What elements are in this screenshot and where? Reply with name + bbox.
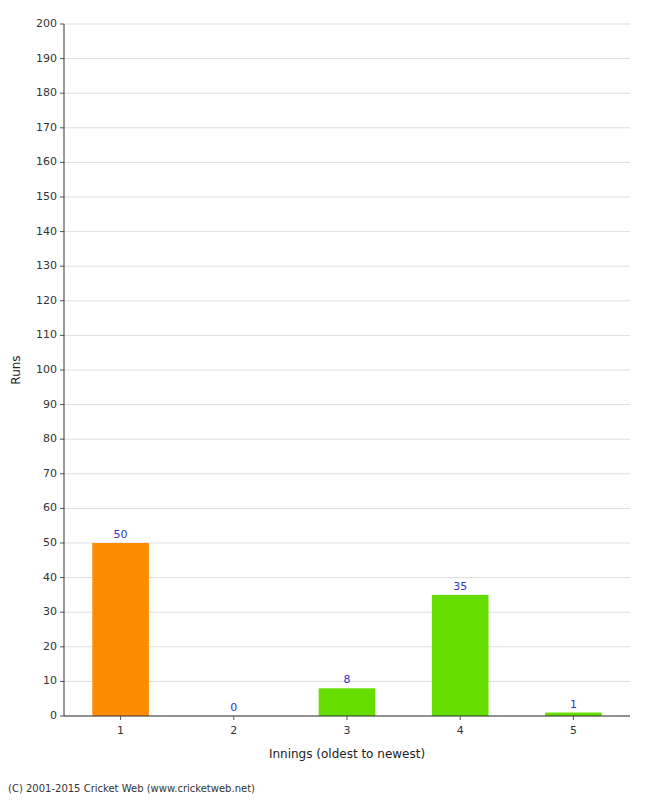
y-tick-label: 160 (36, 155, 57, 168)
bar (92, 543, 149, 716)
grid-line (64, 127, 630, 128)
y-tick-label: 90 (43, 398, 57, 411)
y-tick-label: 50 (43, 536, 57, 549)
y-tick (60, 335, 64, 336)
data-labels: 50 0 8 35 1 (114, 528, 577, 714)
y-tick-label: 80 (43, 432, 57, 445)
grid-line (64, 439, 630, 440)
y-tick (60, 162, 64, 163)
y-tick-label: 70 (43, 467, 57, 480)
grid-line (64, 335, 630, 336)
grid-line (64, 404, 630, 405)
y-tick-label: 110 (36, 328, 57, 341)
y-tick (60, 612, 64, 613)
x-axis-label: Innings (oldest to newest) (269, 747, 425, 761)
y-axis-line (64, 24, 65, 716)
y-tick (60, 577, 64, 578)
y-tick (60, 300, 64, 301)
y-tick-label: 0 (50, 709, 57, 722)
y-tick-label: 60 (43, 501, 57, 514)
bar (545, 713, 602, 716)
x-tick-label: 1 (117, 724, 124, 737)
x-tick-label: 5 (570, 724, 577, 737)
y-tick (60, 439, 64, 440)
grid-line (64, 93, 630, 94)
grid-line (64, 58, 630, 59)
y-tick-label: 40 (43, 571, 57, 584)
y-tick-label: 20 (43, 640, 57, 653)
x-tick (460, 716, 461, 720)
y-tick (60, 197, 64, 198)
y-tick-label: 130 (36, 259, 57, 272)
data-label: 1 (570, 698, 577, 711)
grid-line (64, 300, 630, 301)
y-tick-label: 180 (36, 86, 57, 99)
grid-line (64, 162, 630, 163)
chart: 0102030405060708090100110120130140150160… (0, 0, 650, 800)
data-label: 50 (114, 528, 128, 541)
footer: (C) 2001-2015 Cricket Web (www.cricketwe… (8, 783, 255, 794)
y-tick (60, 93, 64, 94)
y-tick-label: 140 (36, 225, 57, 238)
y-tick-label: 120 (36, 294, 57, 307)
y-tick (60, 404, 64, 405)
y-tick-label: 150 (36, 190, 57, 203)
data-label: 8 (344, 673, 351, 686)
y-tick (60, 24, 64, 25)
grid-line (64, 508, 630, 509)
y-axis: 0 10 20 30 40 50 60 70 80 90 100 110 120 130 140 150 160… (36, 17, 64, 722)
grid-line (64, 231, 630, 232)
y-tick (60, 716, 64, 717)
y-tick (60, 646, 64, 647)
y-tick (60, 543, 64, 544)
y-tick (60, 508, 64, 509)
grid-line (64, 473, 630, 474)
y-axis-label: Runs (9, 355, 23, 384)
grid-line (64, 197, 630, 198)
bar (319, 688, 376, 716)
x-tick-label: 4 (457, 724, 464, 737)
grid-line (64, 266, 630, 267)
y-tick (60, 58, 64, 59)
y-tick (60, 231, 64, 232)
data-label: 35 (453, 580, 467, 593)
grid (64, 24, 630, 716)
y-tick (60, 473, 64, 474)
chart-container: 0102030405060708090100110120130140150160… (0, 0, 650, 800)
y-tick-label: 170 (36, 121, 57, 134)
x-tick (120, 716, 121, 720)
x-tick-label: 3 (344, 724, 351, 737)
bar (432, 595, 489, 716)
y-tick (60, 127, 64, 128)
y-tick-label: 200 (36, 17, 57, 30)
x-axis: 1 2 3 4 5 (117, 716, 577, 737)
grid-line (64, 370, 630, 371)
y-tick-label: 190 (36, 52, 57, 65)
y-tick (60, 266, 64, 267)
bars (92, 543, 601, 716)
x-tick (347, 716, 348, 720)
x-tick (233, 716, 234, 720)
data-label: 0 (230, 701, 237, 714)
y-tick-label: 10 (43, 674, 57, 687)
grid-line (64, 24, 630, 25)
y-tick (60, 681, 64, 682)
y-tick-label: 100 (36, 363, 57, 376)
x-tick-label: 2 (230, 724, 237, 737)
y-tick (60, 370, 64, 371)
x-tick (573, 716, 574, 720)
y-tick-label: 30 (43, 605, 57, 618)
